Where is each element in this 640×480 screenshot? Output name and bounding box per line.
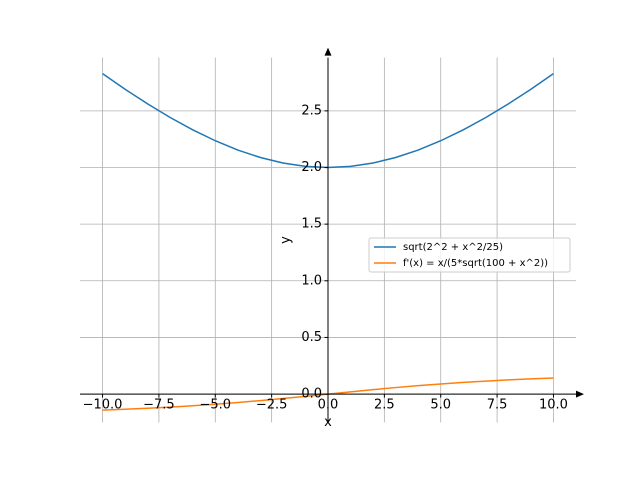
x-arrow <box>576 390 584 398</box>
legend: sqrt(2^2 + x^2/25) f'(x) = x/(5*sqrt(100 … <box>368 237 571 273</box>
x-tick-label: −7.5 <box>143 398 175 413</box>
y-arrow <box>324 47 332 56</box>
x-axis-label: x <box>324 415 332 430</box>
y-tick-label: 2.0 <box>301 160 322 175</box>
x-tick-label: 5.0 <box>430 398 451 413</box>
y-tick-label: 1.0 <box>301 273 322 288</box>
y-tick-label: 0.5 <box>301 330 322 345</box>
legend-label: sqrt(2^2 + x^2/25) <box>403 242 503 253</box>
legend-box <box>368 237 571 273</box>
x-tick-label: 2.5 <box>374 398 395 413</box>
x-tick-label: 7.5 <box>487 398 508 413</box>
x-tick-label: −2.5 <box>256 398 288 413</box>
y-tick-label: 1.5 <box>301 217 322 232</box>
y-tick-label: 2.5 <box>301 103 322 118</box>
x-tick-label: 10.0 <box>539 398 568 413</box>
x-tick-label: −5.0 <box>199 398 231 413</box>
legend-label: f'(x) = x/(5*sqrt(100 + x^2)) <box>403 258 548 269</box>
x-tick-label: −10.0 <box>83 398 123 413</box>
y-axis-label: y <box>279 236 294 244</box>
